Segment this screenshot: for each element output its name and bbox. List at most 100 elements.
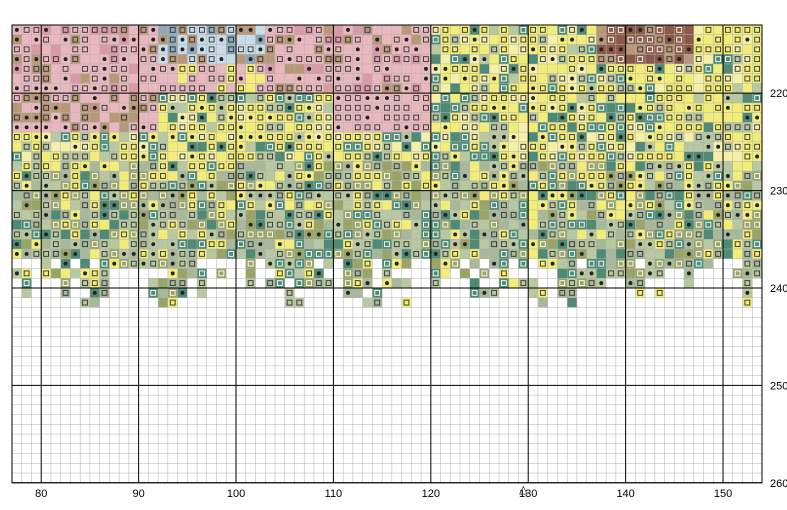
stitch-symbol: [101, 182, 108, 189]
stitch-symbol: [218, 212, 225, 218]
stitch-symbol: [705, 251, 712, 257]
stitch-symbol: [676, 221, 683, 228]
stitch-symbol: [442, 134, 449, 140]
stitch-cell: [596, 112, 607, 123]
stitch-symbol: [52, 173, 59, 179]
stitch-symbol: [539, 124, 546, 131]
stitch-cell: [362, 297, 373, 308]
stitch-symbol: [374, 163, 381, 170]
stitch-cell: [615, 229, 626, 240]
stitch-symbol: [452, 182, 459, 189]
stitch-cell: [226, 63, 237, 74]
stitch-symbol: [744, 173, 751, 179]
stitch-cell: [518, 25, 529, 35]
stitch-symbol: [559, 56, 566, 62]
stitch-symbol: [481, 95, 488, 101]
stitch-cell: [323, 132, 334, 142]
stitch-cell: [50, 93, 61, 103]
stitch-symbol: [335, 85, 342, 92]
stitch-symbol: [559, 46, 566, 53]
stitch-symbol: [608, 134, 614, 140]
stitch-symbol: [189, 56, 196, 62]
stitch-cell: [206, 239, 217, 250]
stitch-cell: [732, 132, 743, 142]
stitch-cell: [343, 112, 353, 123]
stitch-cell: [528, 249, 538, 259]
stitch-cell: [265, 73, 275, 84]
stitch-cell: [391, 73, 402, 84]
stitch-symbol: [140, 26, 147, 33]
stitch-cell: [99, 249, 110, 259]
stitch-cell: [508, 210, 519, 220]
stitch-cell: [576, 112, 587, 123]
stitch-symbol: [345, 134, 351, 140]
stitch-symbol: [695, 114, 702, 121]
stitch-symbol: [539, 143, 546, 150]
stitch-symbol: [578, 124, 585, 131]
stitch-cell: [70, 122, 81, 133]
stitch-symbol: [306, 221, 312, 228]
stitch-cell: [615, 190, 626, 201]
stitch-symbol: [423, 251, 429, 257]
stitch-cell: [265, 122, 275, 133]
stitch-cell: [752, 141, 762, 152]
stitch-cell: [674, 200, 685, 211]
stitch-symbol: [608, 36, 614, 43]
stitch-symbol: [140, 104, 147, 111]
stitch-cell: [167, 122, 178, 133]
stitch-symbol: [433, 144, 438, 149]
stitch-symbol: [83, 164, 87, 169]
stitch-symbol: [179, 251, 186, 257]
stitch-symbol: [307, 183, 312, 188]
stitch-symbol: [617, 192, 624, 199]
stitch-cell: [528, 141, 538, 152]
stitch-cell: [625, 229, 636, 240]
stitch-symbol: [82, 143, 88, 150]
stitch-symbol: [179, 26, 186, 33]
stitch-symbol: [101, 280, 108, 286]
stitch-cell: [119, 93, 129, 103]
stitch-cell: [674, 239, 685, 250]
stitch-symbol: [676, 124, 683, 131]
stitch-cell: [187, 161, 198, 172]
stitch-symbol: [160, 85, 166, 92]
stitch-cell: [343, 229, 353, 240]
stitch-cell: [430, 73, 441, 84]
stitch-cell: [537, 210, 548, 220]
stitch-cell: [89, 249, 100, 259]
stitch-cell: [596, 122, 607, 133]
stitch-symbol: [228, 124, 235, 131]
stitch-cell: [489, 25, 499, 35]
stitch-cell: [401, 229, 412, 240]
stitch-symbol: [189, 192, 196, 199]
stitch-cell: [713, 249, 724, 259]
stitch-cell: [187, 171, 198, 181]
stitch-cell: [537, 34, 548, 45]
stitch-cell: [50, 141, 61, 152]
stitch-symbol: [599, 37, 604, 42]
stitch-symbol: [432, 104, 439, 111]
stitch-symbol: [208, 134, 215, 140]
stitch-symbol: [667, 37, 672, 42]
stitch-cell: [265, 44, 275, 55]
stitch-cell: [547, 93, 558, 103]
stitch-symbol: [258, 193, 263, 198]
stitch-symbol: [62, 114, 69, 121]
stitch-cell: [450, 93, 461, 103]
stitch-symbol: [608, 153, 614, 160]
stitch-symbol: [169, 36, 176, 43]
stitch-cell: [654, 229, 665, 240]
stitch-cell: [31, 161, 42, 172]
stitch-cell: [294, 161, 305, 172]
stitch-cell: [274, 44, 285, 55]
stitch-cell: [333, 102, 344, 113]
stitch-cell: [99, 258, 110, 269]
stitch-cell: [723, 54, 733, 64]
stitch-cell: [460, 63, 470, 74]
stitch-symbol: [43, 95, 49, 101]
stitch-cell: [313, 102, 324, 113]
stitch-symbol: [637, 36, 644, 43]
stitch-symbol: [179, 124, 186, 131]
stitch-cell: [693, 44, 704, 55]
stitch-cell: [742, 171, 753, 181]
